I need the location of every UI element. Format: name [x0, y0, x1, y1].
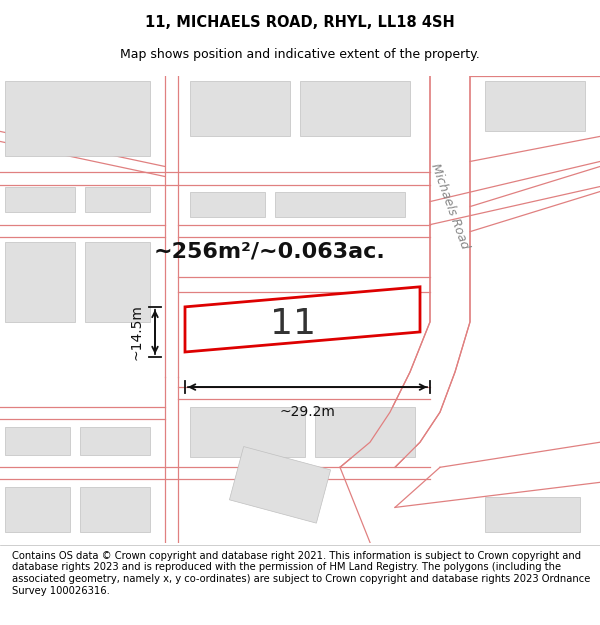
Polygon shape [85, 242, 150, 322]
Polygon shape [190, 407, 305, 458]
Polygon shape [85, 186, 150, 212]
Text: 11, MICHAELS ROAD, RHYL, LL18 4SH: 11, MICHAELS ROAD, RHYL, LL18 4SH [145, 16, 455, 31]
Polygon shape [80, 488, 150, 532]
Polygon shape [190, 191, 265, 217]
Text: Map shows position and indicative extent of the property.: Map shows position and indicative extent… [120, 48, 480, 61]
Polygon shape [275, 191, 405, 217]
Text: Contains OS data © Crown copyright and database right 2021. This information is : Contains OS data © Crown copyright and d… [12, 551, 590, 596]
Polygon shape [5, 242, 75, 322]
Text: 11: 11 [269, 308, 316, 341]
Text: ~14.5m: ~14.5m [129, 304, 143, 360]
Polygon shape [315, 407, 415, 458]
Polygon shape [229, 446, 331, 523]
Polygon shape [190, 81, 290, 136]
Polygon shape [300, 81, 410, 136]
Polygon shape [485, 81, 585, 131]
Polygon shape [185, 287, 420, 352]
Polygon shape [340, 76, 470, 468]
Text: Michaels Road: Michaels Road [428, 162, 472, 251]
Polygon shape [5, 428, 70, 455]
Text: ~256m²/~0.063ac.: ~256m²/~0.063ac. [154, 242, 386, 262]
Text: ~29.2m: ~29.2m [280, 405, 335, 419]
Polygon shape [485, 498, 580, 532]
Polygon shape [80, 428, 150, 455]
Polygon shape [165, 76, 178, 542]
Polygon shape [5, 186, 75, 212]
Polygon shape [5, 488, 70, 532]
Polygon shape [5, 81, 150, 156]
Polygon shape [0, 171, 430, 184]
